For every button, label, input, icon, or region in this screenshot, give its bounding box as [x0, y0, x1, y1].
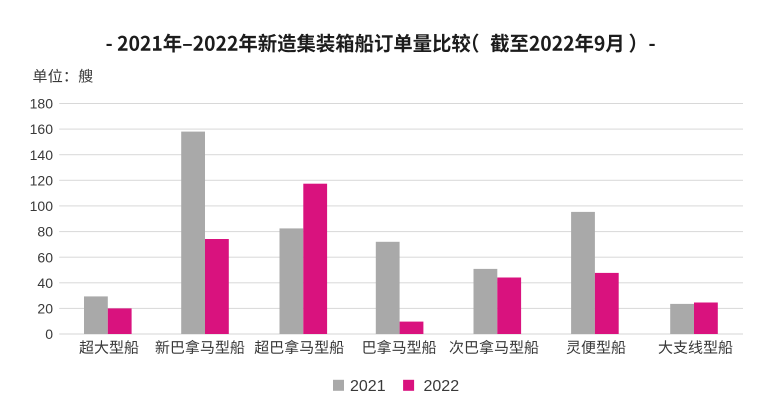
svg-text:2021: 2021: [350, 378, 386, 395]
svg-text:100: 100: [30, 198, 54, 214]
svg-text:140: 140: [30, 147, 54, 163]
svg-text:80: 80: [37, 224, 53, 240]
svg-text:2022: 2022: [424, 378, 460, 395]
svg-text:120: 120: [30, 172, 54, 188]
svg-text:20: 20: [37, 301, 53, 317]
svg-text:0: 0: [45, 326, 53, 342]
svg-text:60: 60: [37, 249, 53, 265]
svg-text:160: 160: [30, 121, 54, 137]
svg-text:40: 40: [37, 275, 53, 291]
svg-text:180: 180: [30, 96, 54, 112]
